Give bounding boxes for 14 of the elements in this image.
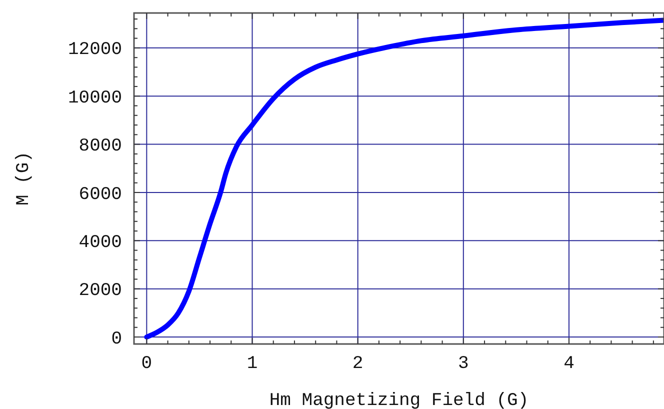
y-tick-label: 2000: [78, 281, 122, 302]
y-tick-label: 10000: [68, 88, 122, 108]
y-tick-label: 8000: [78, 136, 122, 157]
y-tick-label: 6000: [78, 184, 122, 205]
x-tick-label: 1: [246, 354, 258, 374]
x-tick-label: 3: [458, 354, 469, 374]
y-tick-label: 12000: [68, 40, 122, 60]
x-tick-label: 0: [141, 354, 152, 374]
x-tick-label: 4: [564, 354, 574, 374]
x-tick-label: 2: [352, 354, 364, 374]
y-tick-label: 0: [111, 329, 122, 350]
x-axis-title: Hm Magnetizing Field (G): [269, 391, 529, 409]
y-tick-label: 4000: [78, 232, 122, 253]
y-axis-title: M (G): [14, 151, 34, 206]
